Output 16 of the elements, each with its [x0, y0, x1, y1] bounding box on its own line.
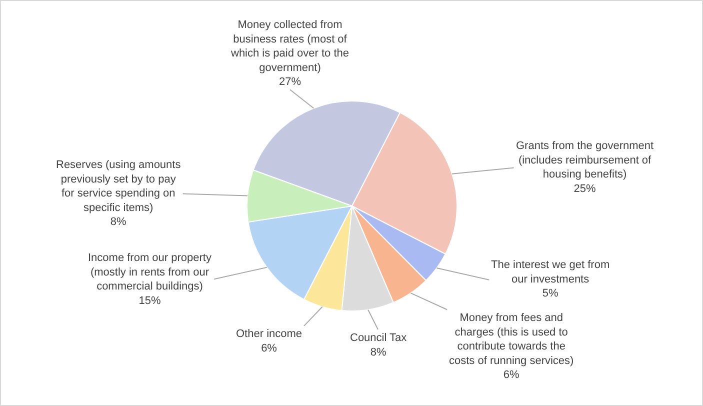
slice-label: The interest we get from our investments	[491, 259, 610, 286]
slice-label: Money from fees and charges (this is used to contribute towards the costs of running services)	[449, 312, 574, 367]
data-label: 8%	[370, 346, 386, 358]
slice-label: Income from our property (mostly in rents from our commercial buildings)	[88, 252, 212, 293]
data-label: 8%	[110, 216, 127, 228]
slice-label: Grants from the government (includes reimbursement of housing benefits)	[516, 140, 654, 181]
data-label: 27%	[278, 76, 302, 88]
data-label: 15%	[138, 294, 161, 307]
data-label: 6%	[261, 342, 278, 354]
slice-label: Money collected from business rates (most of which is paid over to the government)	[230, 19, 350, 74]
slice-label: Council Tax	[350, 332, 408, 344]
data-label: 25%	[574, 182, 596, 195]
slice-label: Reserves (using amounts previously set by to pay for service spending on specific items)	[56, 159, 182, 214]
slice-label: Other income	[236, 328, 302, 340]
data-label: 5%	[542, 288, 558, 300]
data-label: 6%	[503, 369, 520, 382]
